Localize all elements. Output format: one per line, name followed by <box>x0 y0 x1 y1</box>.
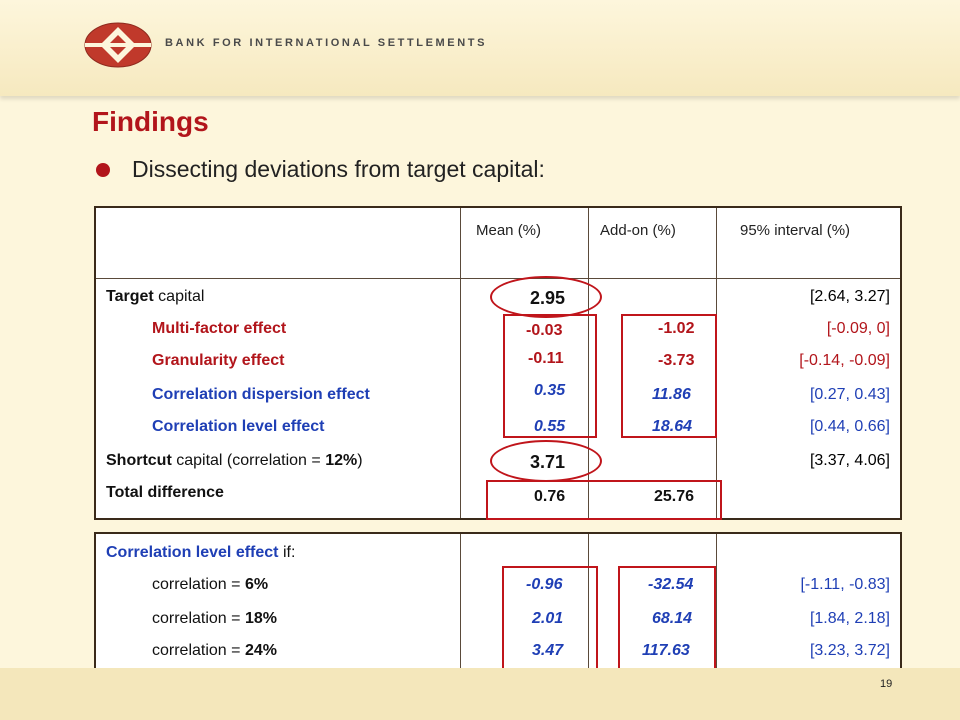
row-label-dispersion: Correlation dispersion effect <box>152 386 370 403</box>
row-label-target: Target capital <box>106 288 204 306</box>
mean-corr-6: -0.96 <box>526 576 563 593</box>
interval-corr-18: [1.84, 2.18] <box>809 610 890 627</box>
row-label-shortcut: Shortcut capital (correlation = 12%) <box>106 452 363 470</box>
header-divider <box>96 278 900 279</box>
label-bold: Shortcut <box>106 452 172 469</box>
addon-dispersion: 11.86 <box>652 386 691 403</box>
bullet-dot-icon <box>96 163 110 177</box>
mean-corr-24: 3.47 <box>532 642 564 659</box>
label-text: correlation = <box>152 642 245 659</box>
col-header-mean: Mean (%) <box>476 222 542 239</box>
col-divider <box>588 534 589 670</box>
col-header-interval: 95% interval (%) <box>740 222 851 239</box>
bullet-text: Dissecting deviations from target capita… <box>132 156 545 182</box>
table2-heading: Correlation level effect if: <box>106 544 295 562</box>
correlation-table: Correlation level effect if: correlation… <box>94 532 902 672</box>
footer-band <box>0 668 960 720</box>
page-number: 19 <box>880 678 893 690</box>
row-label-corr-18: correlation = 18% <box>152 610 277 628</box>
label-text: correlation = <box>152 610 245 627</box>
row-label-level: Correlation level effect <box>152 418 325 435</box>
mean-total: 0.76 <box>534 488 566 505</box>
label-bold: 18% <box>244 610 277 627</box>
interval-shortcut: [3.37, 4.06] <box>809 452 890 469</box>
addon-level: 18.64 <box>652 418 693 435</box>
page-title: Findings <box>92 106 209 137</box>
label-bold: 6% <box>244 576 269 593</box>
col-divider <box>716 534 717 670</box>
addon-multifactor: -1.02 <box>658 320 695 337</box>
org-name: BANK FOR INTERNATIONAL SETTLEMENTS <box>165 37 488 49</box>
row-label-corr-6: correlation = 6% <box>152 576 268 594</box>
findings-table: Mean (%) Add-on (%) 95% interval (%) Tar… <box>94 206 902 520</box>
col-divider <box>460 534 461 670</box>
bis-logo-icon <box>84 22 152 68</box>
col-divider <box>588 208 589 518</box>
row-label-corr-24: correlation = 24% <box>152 642 277 660</box>
highlight-box-corr-addon <box>618 566 716 672</box>
interval-level: [0.44, 0.66] <box>809 418 890 435</box>
mean-multifactor: -0.03 <box>526 322 563 339</box>
label-bold2: 12% <box>325 452 358 469</box>
label-rest: capital (correlation = <box>171 452 326 469</box>
mean-level: 0.55 <box>534 418 566 435</box>
label-text: correlation = <box>152 576 245 593</box>
heading-bold: Correlation level effect <box>106 544 279 561</box>
highlight-oval-target <box>490 276 602 318</box>
heading-rest: if: <box>278 544 296 561</box>
label-rest: capital <box>153 288 205 305</box>
highlight-oval-shortcut <box>490 440 602 482</box>
row-label-granularity: Granularity effect <box>152 352 285 369</box>
interval-target: [2.64, 3.27] <box>809 288 890 305</box>
mean-corr-18: 2.01 <box>532 610 564 627</box>
header-band <box>0 0 960 96</box>
label-bold: Target <box>106 288 154 305</box>
addon-corr-24: 117.63 <box>642 642 690 659</box>
highlight-box-total <box>486 480 722 520</box>
interval-multifactor: [-0.09, 0] <box>826 320 890 337</box>
label-end: ) <box>357 452 363 469</box>
addon-total: 25.76 <box>654 488 695 505</box>
label-bold: 24% <box>244 642 277 659</box>
interval-granularity: [-0.14, -0.09] <box>799 352 890 369</box>
col-header-addon: Add-on (%) <box>600 222 676 239</box>
row-label-multifactor: Multi-factor effect <box>152 320 287 337</box>
mean-dispersion: 0.35 <box>534 382 566 399</box>
addon-corr-6: -32.54 <box>648 576 694 593</box>
highlight-box-mean-effects <box>503 314 597 438</box>
highlight-box-corr-mean <box>502 566 598 672</box>
addon-corr-18: 68.14 <box>652 610 693 627</box>
col-divider <box>460 208 461 518</box>
interval-dispersion: [0.27, 0.43] <box>809 386 890 403</box>
interval-corr-24: [3.23, 3.72] <box>809 642 890 659</box>
mean-granularity: -0.11 <box>528 350 564 367</box>
highlight-box-addon-effects <box>621 314 717 438</box>
interval-corr-6: [-1.11, -0.83] <box>800 576 890 593</box>
row-label-total: Total difference <box>106 484 224 501</box>
addon-granularity: -3.73 <box>658 352 695 369</box>
